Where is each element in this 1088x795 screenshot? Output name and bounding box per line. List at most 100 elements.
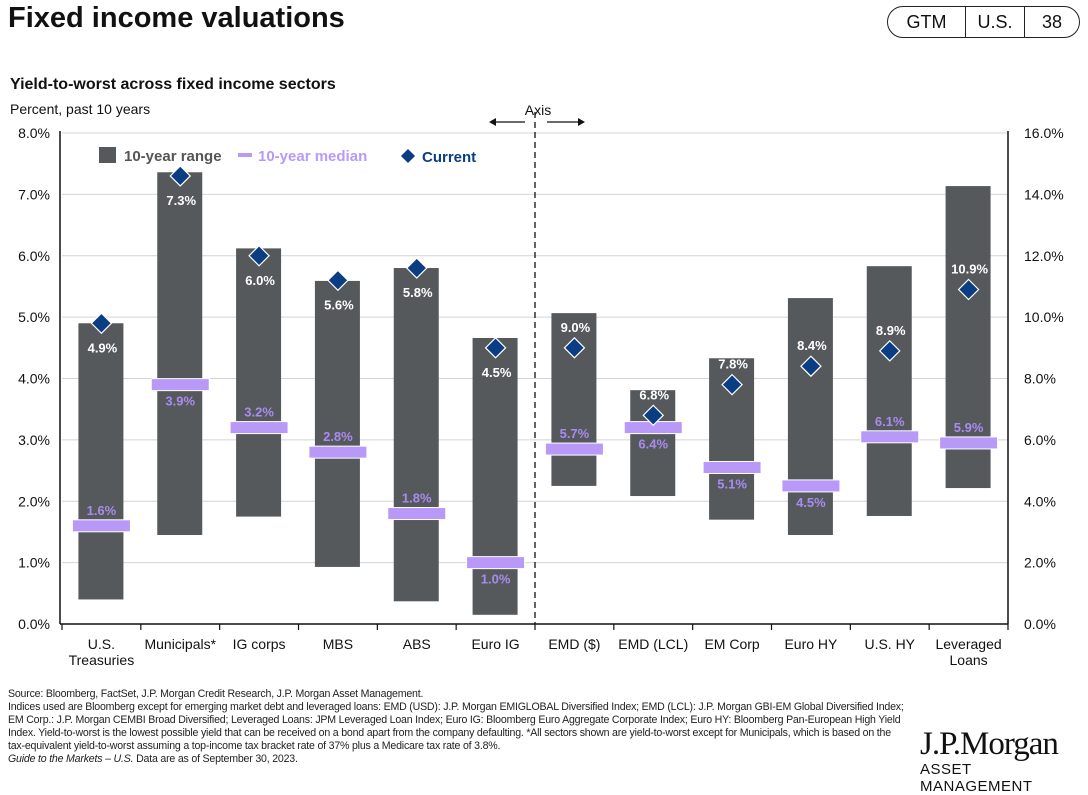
legend-median-swatch: [238, 153, 252, 157]
chart-subtitle: Percent, past 10 years: [10, 101, 151, 117]
median-marker: [939, 436, 999, 450]
current-marker: [327, 269, 349, 292]
badge-page-number: 38: [1041, 11, 1063, 32]
median-marker: [860, 430, 920, 444]
median-marker: [229, 421, 289, 435]
current-label: 8.9%: [876, 323, 906, 338]
right-tick-label: 8.0%: [1024, 371, 1056, 387]
left-tick-label: 0.0%: [18, 616, 50, 632]
jpmorgan-logo: J.P.Morgan ASSET MANAGEMENT: [920, 726, 1088, 795]
footnotes: Source: Bloomberg, FactSet, J.P. Morgan …: [8, 688, 908, 766]
category-group: 1.0% 4.5% Euro IG: [466, 336, 526, 652]
left-tick-label: 2.0%: [18, 493, 50, 509]
current-label: 5.8%: [403, 285, 433, 300]
right-tick-label: 12.0%: [1024, 248, 1064, 264]
right-tick-label: 14.0%: [1024, 186, 1064, 202]
median-label: 3.9%: [165, 394, 195, 409]
current-marker: [169, 165, 192, 187]
logo-name: J.P.Morgan: [920, 726, 1059, 762]
category-group: 2.8% 5.6% MBS: [308, 269, 368, 652]
category-label: Leveraged: [935, 636, 1001, 652]
current-label: 8.4%: [797, 338, 827, 353]
current-label: 9.0%: [561, 320, 591, 335]
median-label: 6.1%: [875, 414, 905, 429]
page-title: Fixed income valuations: [8, 2, 345, 34]
left-tick-label: 3.0%: [18, 432, 50, 448]
current-marker: [800, 355, 822, 378]
median-marker: [150, 378, 210, 392]
indices-note: Indices used are Bloomberg except for em…: [8, 701, 904, 752]
median-label: 1.6%: [87, 503, 117, 518]
category-label: EMD ($): [548, 636, 600, 652]
right-tick-label: 0.0%: [1024, 616, 1056, 632]
median-marker: [702, 460, 762, 474]
category-label: Municipals*: [144, 636, 216, 652]
right-tick-label: 6.0%: [1024, 432, 1056, 448]
category-group: 1.6% 4.9% U.S.Treasuries: [69, 312, 134, 668]
range-bar: [236, 248, 282, 517]
left-tick-label: 1.0%: [18, 555, 50, 571]
arrow-right-icon: [578, 118, 585, 126]
current-label: 6.0%: [245, 273, 275, 288]
category-label: U.S.: [88, 636, 115, 652]
median-marker: [466, 556, 526, 570]
legend-median-label: 10-year median: [258, 148, 367, 165]
category-label: IG corps: [233, 636, 286, 652]
current-marker: [484, 336, 507, 359]
current-label: 6.8%: [639, 387, 669, 402]
current-label: 4.9%: [88, 340, 118, 355]
current-marker: [721, 373, 743, 396]
category-group: 4.5% 8.4% Euro HY: [781, 298, 841, 652]
category-label: EM Corp: [704, 636, 759, 652]
guide-name: Guide to the Markets – U.S.: [8, 753, 134, 765]
left-tick-label: 5.0%: [18, 309, 50, 325]
arrow-left-icon: [489, 118, 496, 126]
median-marker: [308, 445, 368, 459]
current-marker: [878, 340, 901, 362]
right-tick-label: 2.0%: [1024, 555, 1056, 571]
legend-range-swatch: [99, 147, 116, 163]
range-bar: [314, 280, 360, 567]
median-label: 5.7%: [560, 426, 590, 441]
source-note: Source: Bloomberg, FactSet, J.P. Morgan …: [8, 688, 424, 700]
category-label: EMD (LCL): [618, 636, 688, 652]
median-label: 1.8%: [402, 491, 432, 506]
median-label: 4.5%: [796, 495, 826, 510]
right-tick-label: 4.0%: [1024, 493, 1056, 509]
median-marker: [781, 479, 841, 493]
right-tick-label: 10.0%: [1024, 309, 1064, 325]
legend-current-label: Current: [422, 149, 476, 166]
category-group: 3.9% 7.3% Municipals*: [144, 165, 217, 652]
range-bar: [787, 298, 833, 536]
date-note: Guide to the Markets – U.S. Data are as …: [8, 753, 908, 766]
range-bar: [78, 323, 124, 600]
current-label: 5.6%: [324, 297, 354, 312]
left-tick-label: 8.0%: [18, 125, 50, 141]
category-label: ABS: [403, 636, 431, 652]
category-label: U.S. HY: [864, 636, 915, 652]
current-marker: [563, 336, 586, 359]
range-bar: [393, 268, 439, 602]
median-label: 5.9%: [954, 420, 984, 435]
left-tick-label: 4.0%: [18, 371, 50, 387]
current-label: 4.5%: [482, 365, 512, 380]
left-tick-label: 6.0%: [18, 248, 50, 264]
legend-current-icon: [401, 149, 415, 163]
median-label: 1.0%: [481, 572, 511, 587]
range-bar: [157, 172, 203, 536]
range-bar: [866, 266, 912, 516]
left-tick-label: 7.0%: [18, 186, 50, 202]
category-group: 1.8% 5.8% ABS: [387, 257, 447, 652]
median-marker: [387, 507, 447, 521]
category-label: MBS: [323, 636, 353, 652]
current-marker: [405, 257, 428, 279]
category-label: Euro HY: [784, 636, 838, 652]
data-date: Data are as of September 30, 2023.: [133, 753, 298, 765]
category-label: Loans: [950, 652, 988, 668]
current-label: 7.3%: [166, 193, 196, 208]
category-group: 5.7% 9.0% EMD ($): [544, 313, 604, 652]
median-label: 2.8%: [323, 429, 353, 444]
page-badge: GTM U.S. 38: [887, 6, 1080, 38]
